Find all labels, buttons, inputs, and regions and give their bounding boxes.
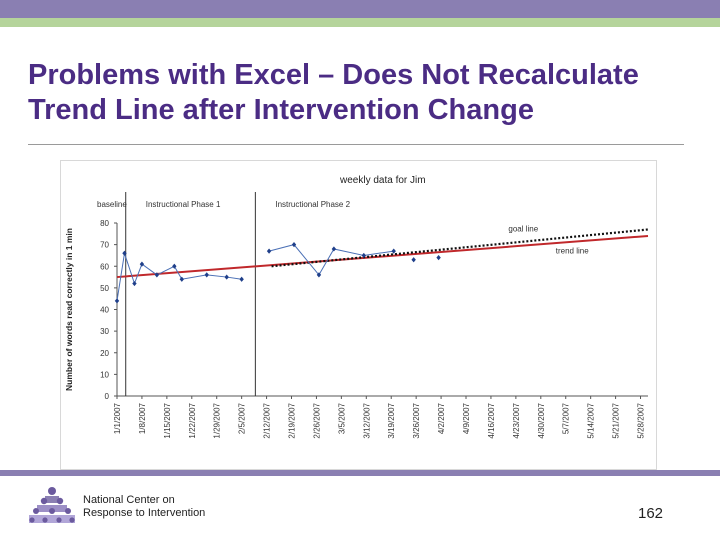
chart-frame bbox=[60, 160, 657, 470]
x-tick-label: 3/5/2007 bbox=[337, 402, 346, 434]
trend-line bbox=[116, 234, 649, 279]
x-tick-label: 2/26/2007 bbox=[312, 402, 321, 438]
ncrti-logo-icon bbox=[29, 487, 75, 523]
data-series-line bbox=[268, 244, 394, 276]
y-tick-label: 0 bbox=[105, 392, 110, 401]
x-tick-label: 3/12/2007 bbox=[362, 402, 371, 438]
x-tick-label: 4/9/2007 bbox=[462, 402, 471, 434]
y-tick-label: 60 bbox=[100, 262, 109, 271]
x-tick-label: 3/26/2007 bbox=[412, 402, 421, 438]
phase-label: baseline bbox=[97, 200, 127, 209]
x-tick-label: 1/15/2007 bbox=[163, 402, 172, 438]
data-series-line bbox=[116, 253, 125, 301]
x-tick-label: 1/1/2007 bbox=[113, 402, 122, 434]
x-tick-label: 1/22/2007 bbox=[188, 402, 197, 438]
y-tick-label: 80 bbox=[100, 219, 109, 228]
x-tick-label: 1/8/2007 bbox=[138, 402, 147, 434]
data-point bbox=[132, 280, 137, 287]
title-divider bbox=[28, 144, 684, 145]
organization-name: National Center on Response to Intervent… bbox=[83, 494, 205, 520]
slide-title-line-2: Trend Line after Intervention Change bbox=[28, 94, 534, 126]
data-point bbox=[361, 252, 367, 259]
x-tick-label: 4/2/2007 bbox=[437, 402, 446, 434]
line-chart: weekly data for Jim 0 10 20 30 40 50 60 70 80 Numb… bbox=[60, 160, 657, 470]
data-point bbox=[239, 276, 244, 282]
chart-title: weekly data for Jim bbox=[339, 175, 426, 186]
goal-line-label: goal line bbox=[508, 225, 538, 234]
y-tick-label: 40 bbox=[100, 306, 109, 315]
chart-container: weekly data for Jim 0 10 20 30 40 50 60 70 80 Numb… bbox=[60, 160, 657, 470]
slide-title-line-1: Problems with Excel – Does Not Recalcula… bbox=[28, 59, 639, 91]
trend-line-label: trend line bbox=[556, 246, 589, 255]
data-point bbox=[331, 246, 337, 252]
data-point bbox=[291, 242, 297, 248]
org-name-line-2: Response to Intervention bbox=[83, 507, 206, 519]
y-tick-label: 20 bbox=[100, 349, 109, 358]
phase-label: Instructional Phase 2 bbox=[275, 200, 350, 209]
x-tick-label: 4/23/2007 bbox=[512, 402, 521, 438]
data-point bbox=[224, 274, 229, 280]
y-tick-label: 50 bbox=[100, 284, 109, 293]
slide-title: Problems with Excel – Does Not Recalcula… bbox=[28, 58, 698, 128]
y-tick-label: 70 bbox=[100, 241, 109, 250]
top-green-band bbox=[0, 18, 720, 27]
x-tick-label: 2/12/2007 bbox=[263, 402, 272, 438]
x-tick-label: 3/19/2007 bbox=[387, 402, 396, 438]
x-tick-label: 5/28/2007 bbox=[637, 402, 646, 438]
org-name-line-1: National Center on bbox=[83, 494, 175, 506]
bottom-accent-band bbox=[0, 470, 720, 476]
x-tick-label: 2/19/2007 bbox=[288, 402, 297, 438]
x-tick-label: 1/29/2007 bbox=[213, 402, 222, 438]
y-tick-label: 30 bbox=[100, 327, 109, 336]
data-point bbox=[391, 248, 396, 254]
y-tick-label: 10 bbox=[100, 370, 109, 379]
x-tick-label: 4/30/2007 bbox=[537, 402, 546, 438]
x-tick-label: 4/16/2007 bbox=[487, 402, 496, 438]
data-point bbox=[266, 248, 272, 254]
y-axis-label: Number of words read correctly in 1 min bbox=[64, 228, 74, 391]
goal-line bbox=[271, 228, 649, 268]
x-tick-label: 5/7/2007 bbox=[562, 402, 571, 434]
top-accent-band bbox=[0, 0, 720, 18]
x-tick-label: 5/21/2007 bbox=[612, 402, 621, 438]
x-tick-label: 5/14/2007 bbox=[587, 402, 596, 438]
data-point bbox=[122, 250, 127, 256]
page-number: 162 bbox=[638, 505, 664, 522]
data-point bbox=[172, 263, 177, 269]
phase-label: Instructional Phase 1 bbox=[146, 200, 221, 209]
x-tick-label: 2/5/2007 bbox=[238, 402, 247, 434]
